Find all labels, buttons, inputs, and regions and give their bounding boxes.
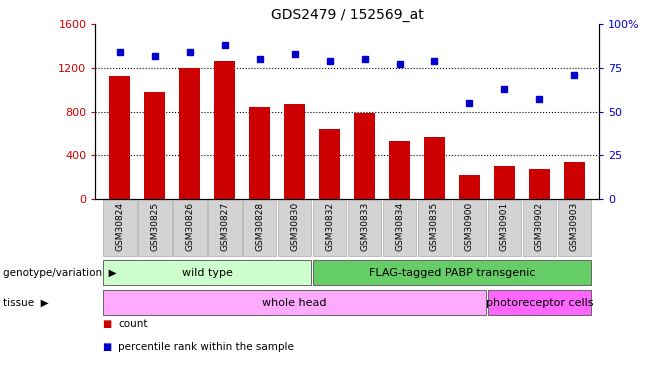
- Text: FLAG-tagged PABP transgenic: FLAG-tagged PABP transgenic: [368, 268, 535, 278]
- Bar: [144, 92, 165, 199]
- Bar: [249, 107, 270, 199]
- Text: ■: ■: [102, 320, 111, 329]
- Bar: [208, 200, 241, 256]
- Bar: [389, 141, 410, 199]
- Bar: [173, 200, 207, 256]
- Text: GSM30824: GSM30824: [115, 202, 124, 250]
- Bar: [488, 200, 521, 256]
- Bar: [138, 200, 172, 256]
- Bar: [103, 260, 311, 285]
- Bar: [284, 104, 305, 199]
- Bar: [179, 68, 200, 199]
- Text: GSM30903: GSM30903: [570, 202, 579, 251]
- Bar: [453, 200, 486, 256]
- Text: count: count: [118, 320, 148, 329]
- Bar: [319, 129, 340, 199]
- Bar: [354, 112, 375, 199]
- Bar: [529, 170, 550, 199]
- Text: ■: ■: [102, 342, 111, 352]
- Text: wild type: wild type: [182, 268, 233, 278]
- Text: percentile rank within the sample: percentile rank within the sample: [118, 342, 294, 352]
- Text: GSM30834: GSM30834: [395, 202, 404, 251]
- Bar: [278, 200, 311, 256]
- Text: GSM30902: GSM30902: [535, 202, 544, 251]
- Bar: [488, 290, 591, 315]
- Bar: [109, 76, 130, 199]
- Bar: [418, 200, 451, 256]
- Text: GSM30901: GSM30901: [500, 202, 509, 251]
- Bar: [424, 136, 445, 199]
- Bar: [103, 200, 137, 256]
- Bar: [348, 200, 382, 256]
- Bar: [243, 200, 276, 256]
- Text: GSM30835: GSM30835: [430, 202, 439, 251]
- Bar: [215, 62, 236, 199]
- Bar: [103, 290, 486, 315]
- Text: GSM30833: GSM30833: [360, 202, 369, 251]
- Text: tissue  ▶: tissue ▶: [3, 298, 49, 308]
- Bar: [313, 260, 591, 285]
- Text: GSM30828: GSM30828: [255, 202, 265, 251]
- Text: GSM30826: GSM30826: [186, 202, 194, 251]
- Text: GSM30830: GSM30830: [290, 202, 299, 251]
- Bar: [383, 200, 417, 256]
- Bar: [313, 200, 346, 256]
- Title: GDS2479 / 152569_at: GDS2479 / 152569_at: [270, 8, 424, 22]
- Bar: [557, 200, 591, 256]
- Bar: [494, 166, 515, 199]
- Text: photoreceptor cells: photoreceptor cells: [486, 298, 593, 308]
- Text: genotype/variation  ▶: genotype/variation ▶: [3, 268, 117, 278]
- Bar: [564, 162, 585, 199]
- Bar: [459, 175, 480, 199]
- Text: whole head: whole head: [263, 298, 327, 308]
- Text: GSM30827: GSM30827: [220, 202, 229, 251]
- Bar: [522, 200, 556, 256]
- Text: GSM30900: GSM30900: [465, 202, 474, 251]
- Text: GSM30832: GSM30832: [325, 202, 334, 251]
- Text: GSM30825: GSM30825: [150, 202, 159, 251]
